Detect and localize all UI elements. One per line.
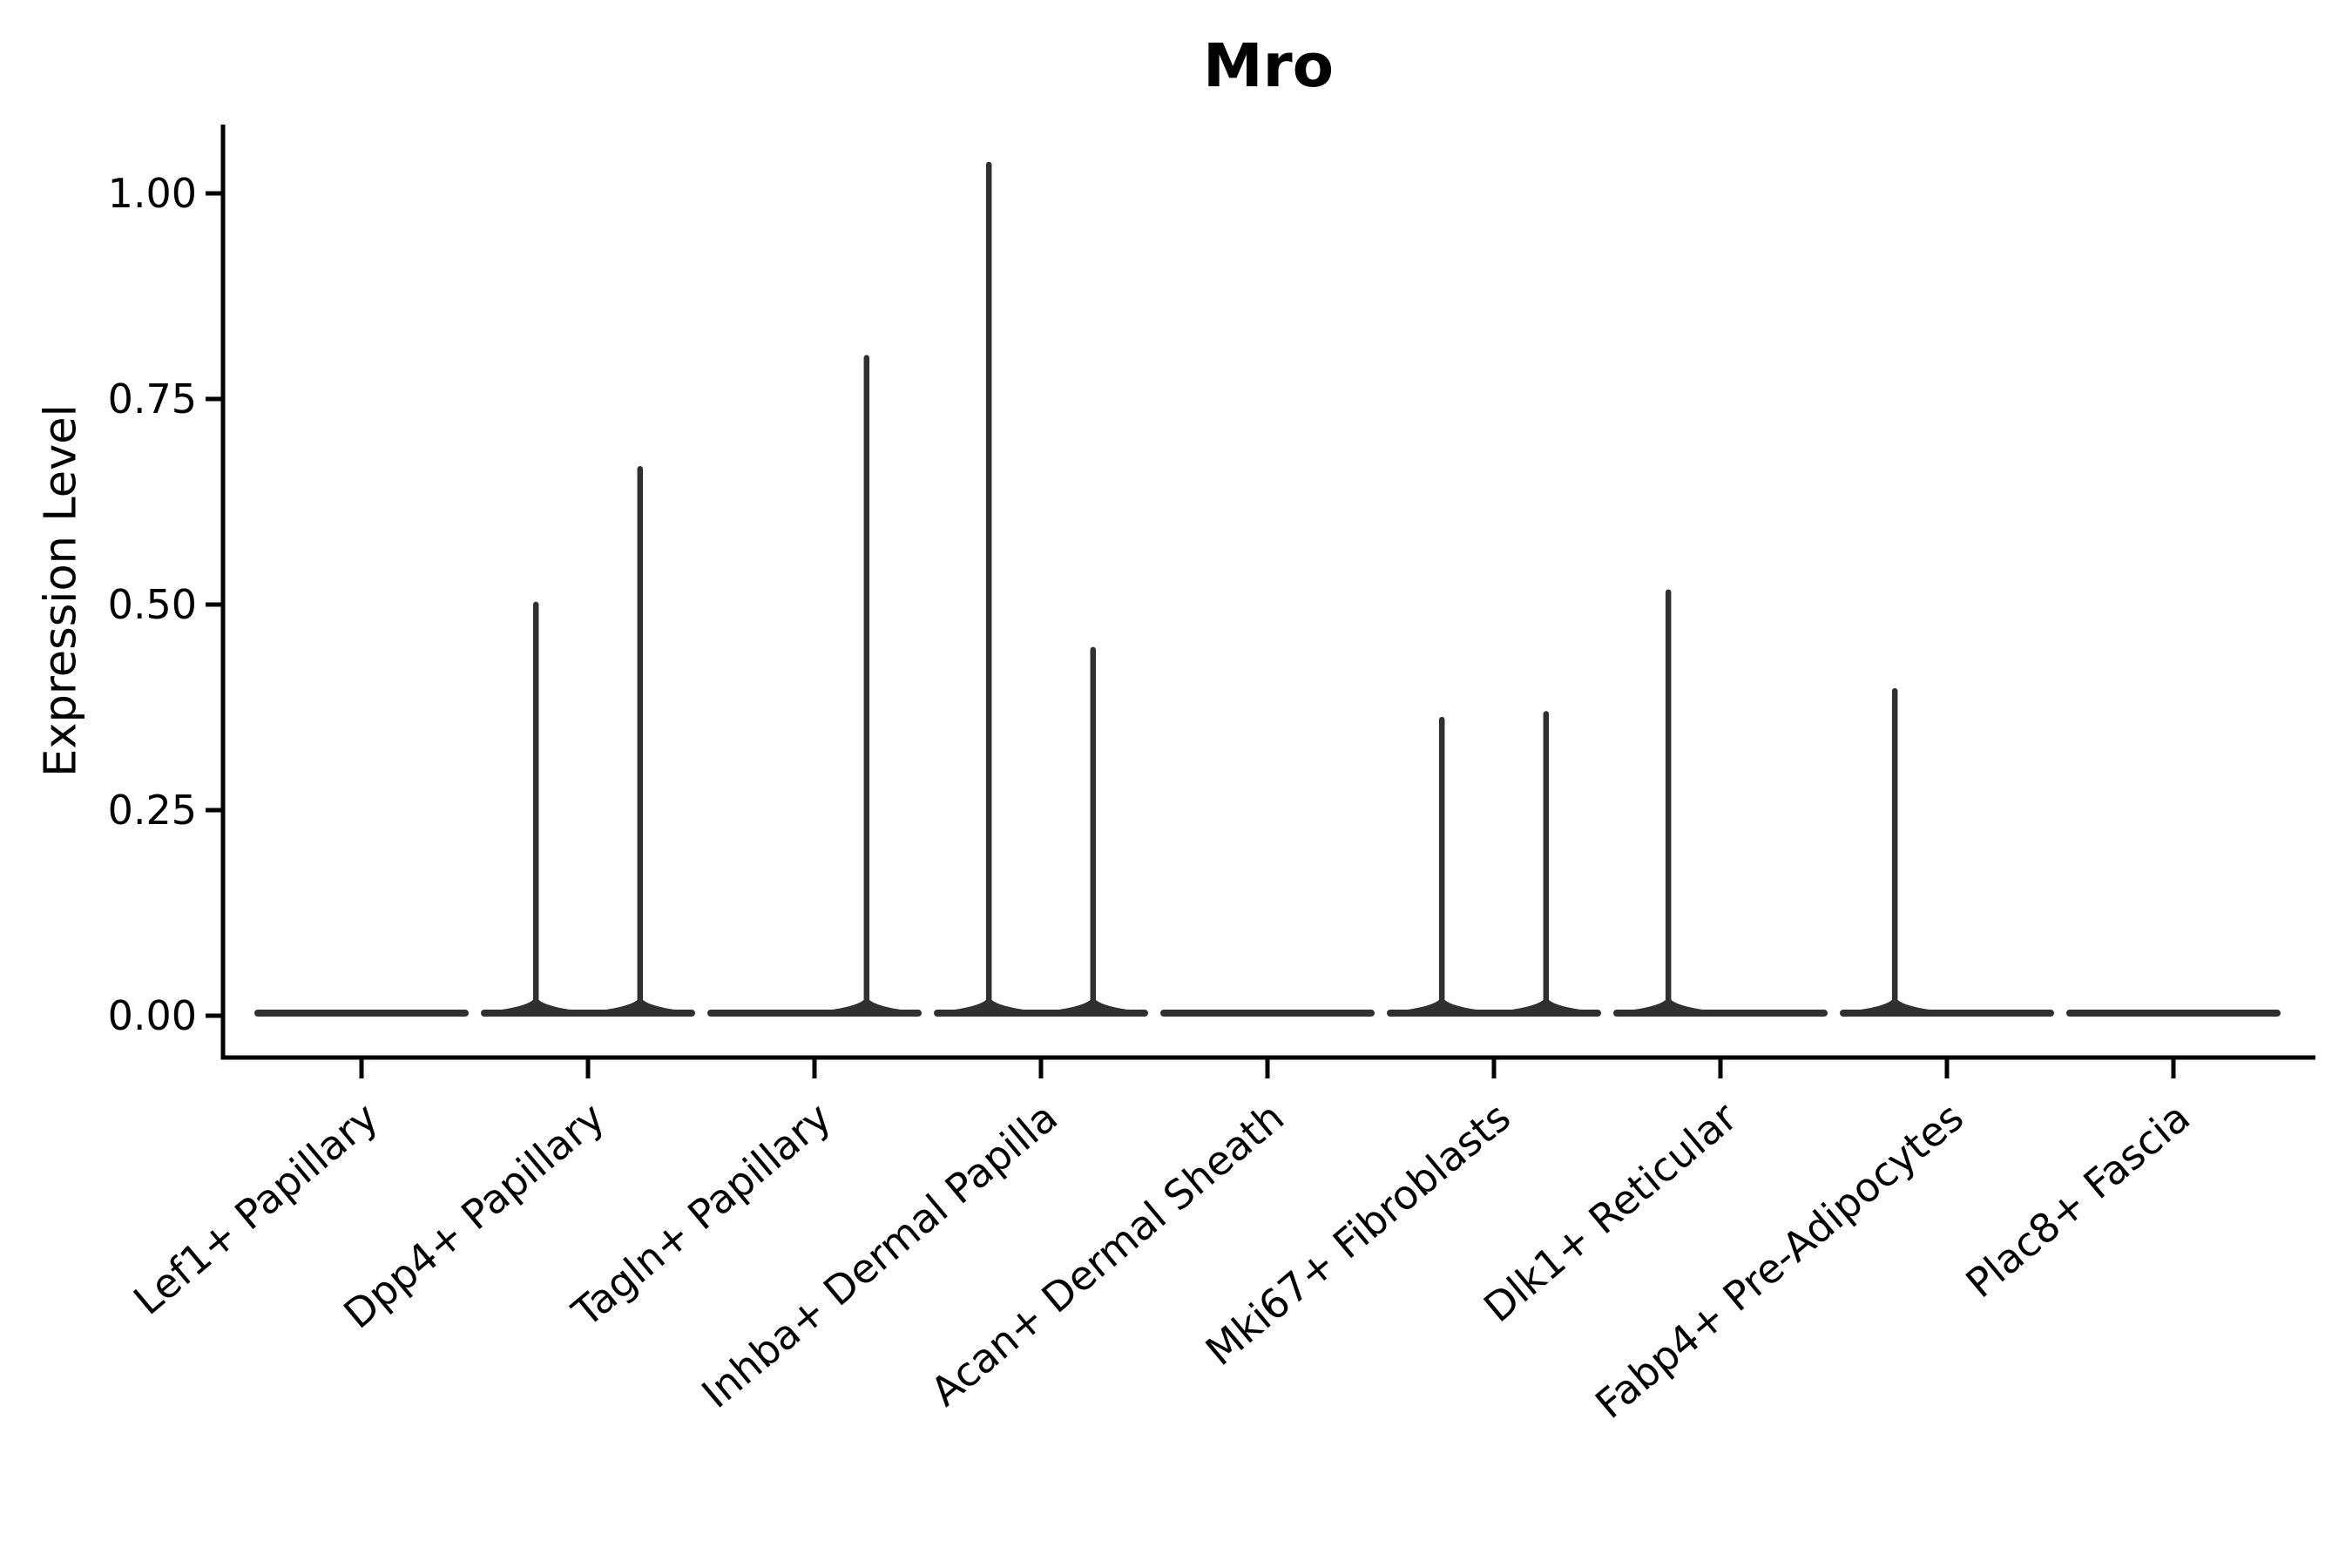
y-tick-label: 0.50 (108, 581, 197, 628)
x-tick-label: Inhba+ Dermal Papilla (693, 1093, 1066, 1417)
x-tick-label: Lef1+ Papillary (125, 1093, 387, 1324)
y-tick-label: 0.00 (108, 992, 197, 1039)
chart-title: Mro (1202, 31, 1335, 101)
x-tick-label: Fabp4+ Pre-Adipocytes (1586, 1093, 1972, 1428)
y-tick-label: 1.00 (108, 170, 197, 217)
x-tick-label: Plac8+ Fascia (1957, 1093, 2199, 1307)
y-tick-label: 0.25 (108, 787, 197, 834)
y-axis-title: Expression Level (35, 404, 87, 777)
y-tick-label: 0.75 (108, 375, 197, 422)
